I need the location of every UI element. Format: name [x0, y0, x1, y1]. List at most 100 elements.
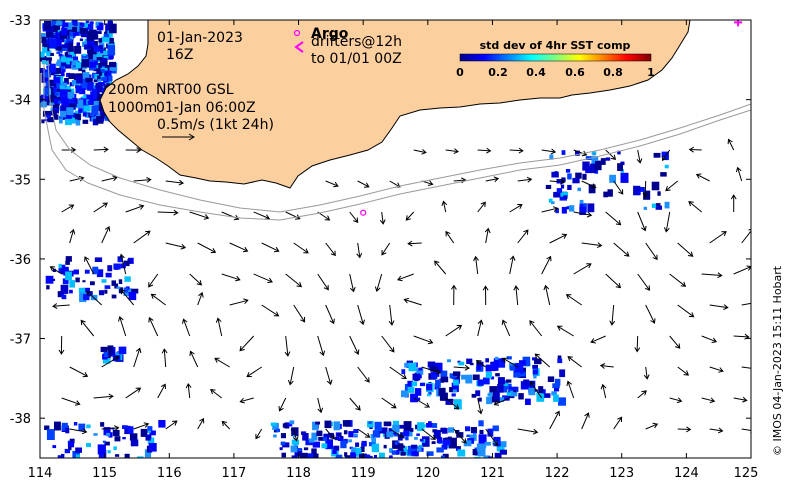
sst-pixel	[556, 179, 564, 184]
current-arrow	[501, 319, 511, 337]
sst-pixel	[485, 364, 492, 372]
sst-pixel	[46, 114, 51, 118]
current-arrow	[125, 204, 145, 213]
sst-pixel	[68, 38, 72, 42]
sst-pixel	[275, 428, 280, 433]
sst-pixel	[128, 292, 137, 301]
sst-pixel	[69, 289, 73, 294]
sst-pixel	[458, 453, 462, 457]
current-arrow	[645, 304, 656, 324]
sst-pixel	[54, 72, 59, 76]
sst-pixel	[499, 449, 507, 455]
sst-pixel	[312, 441, 320, 448]
sst-pixel	[94, 74, 99, 79]
current-arrow	[421, 428, 436, 440]
current-arrow	[317, 335, 326, 357]
sst-pixel	[81, 58, 90, 68]
sst-pixel	[653, 152, 661, 158]
sst-pixel	[52, 25, 61, 31]
sst-pixel	[81, 69, 86, 73]
sst-pixel	[549, 154, 554, 160]
current-arrow	[509, 147, 524, 154]
sst-pixel	[61, 68, 66, 72]
sst-pixel	[426, 451, 434, 456]
current-arrow	[573, 149, 588, 157]
sst-pixel	[534, 358, 542, 365]
sst-pixel	[109, 61, 116, 68]
sst-pixel	[497, 446, 504, 452]
current-arrow	[69, 366, 89, 378]
sst-pixel	[554, 378, 561, 386]
sst-pixel	[548, 198, 553, 203]
sst-pixel	[661, 151, 669, 158]
sst-pixel	[68, 99, 76, 104]
sst-pixel	[117, 256, 123, 263]
sst-pixel	[96, 54, 103, 58]
sst-pixel	[582, 161, 590, 171]
sst-pixel	[401, 390, 409, 398]
sst-pixel	[315, 421, 320, 425]
sst-pixel	[41, 33, 46, 38]
current-arrow	[221, 273, 241, 282]
sst-pixel	[401, 445, 405, 448]
current-arrow	[556, 325, 574, 337]
sst-pixel	[98, 45, 103, 49]
current-arrow	[221, 420, 231, 430]
colorbar-gradient	[459, 53, 652, 62]
current-arrow	[669, 273, 687, 287]
sst-pixel	[100, 49, 104, 54]
sst-pixel	[664, 155, 669, 161]
current-arrow	[600, 383, 607, 399]
sst-pixel	[575, 172, 582, 179]
sst-pixel	[75, 447, 82, 453]
current-arrow	[509, 204, 523, 213]
sst-pixel	[333, 445, 340, 451]
sst-pixel	[83, 44, 92, 50]
current-arrow	[613, 416, 623, 430]
sst-pixel	[394, 441, 400, 445]
sst-pixel	[43, 87, 50, 96]
current-arrow	[445, 148, 460, 155]
sst-pixel	[342, 420, 351, 427]
sst-pixel	[103, 50, 111, 56]
sst-pixel	[469, 362, 474, 366]
sst-pixel	[638, 187, 645, 192]
sst-pixel	[92, 88, 97, 92]
sst-pixel	[113, 446, 117, 451]
sst-pixel	[87, 112, 92, 118]
current-arrow	[93, 146, 109, 153]
sst-pixel	[108, 432, 113, 438]
current-arrow	[613, 242, 630, 257]
current-arrow	[709, 366, 724, 373]
current-arrow	[388, 304, 395, 326]
current-arrow	[357, 304, 365, 326]
sst-pixel	[291, 455, 299, 458]
sst-pixel	[46, 285, 50, 290]
current-arrow	[357, 366, 370, 383]
current-arrow	[645, 242, 658, 261]
sst-pixel	[111, 294, 117, 299]
sst-pixel	[43, 69, 51, 78]
sst-pixel	[451, 375, 455, 380]
current-arrow	[677, 242, 694, 257]
current-arrow	[665, 180, 679, 192]
current-arrow	[197, 242, 217, 254]
sst-pixel	[56, 20, 63, 26]
sst-pixel	[600, 158, 606, 165]
sst-pixel	[106, 432, 110, 437]
current-arrow	[148, 316, 159, 337]
current-arrow	[101, 225, 111, 244]
sst-pixel	[78, 108, 83, 113]
sst-pixel	[97, 31, 102, 34]
current-arrow	[157, 383, 166, 399]
current-arrow	[484, 227, 491, 244]
current-arrow	[727, 138, 735, 151]
current-arrow	[482, 285, 489, 306]
current-arrow	[84, 256, 95, 275]
sst-pixel	[60, 56, 67, 63]
sst-pixel	[353, 433, 358, 437]
current-arrow	[599, 363, 614, 369]
sst-pixel	[433, 429, 441, 439]
current-arrow	[565, 294, 582, 306]
sst-pixel	[83, 294, 90, 301]
